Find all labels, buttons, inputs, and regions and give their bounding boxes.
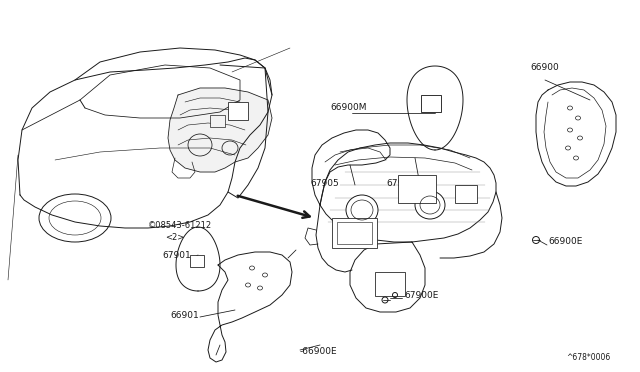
Text: 67900: 67900 <box>386 179 415 187</box>
Polygon shape <box>208 252 292 362</box>
Bar <box>455 185 477 203</box>
Text: 67905: 67905 <box>310 179 339 187</box>
Polygon shape <box>350 242 425 312</box>
Bar <box>375 272 405 296</box>
Ellipse shape <box>346 195 378 225</box>
Text: 66900M: 66900M <box>330 103 367 112</box>
Bar <box>190 255 204 267</box>
Polygon shape <box>320 143 496 242</box>
Text: 66901: 66901 <box>170 311 199 320</box>
Polygon shape <box>536 82 616 186</box>
Text: -66900E: -66900E <box>300 347 338 356</box>
Polygon shape <box>18 58 272 228</box>
Text: 66900: 66900 <box>530 64 559 73</box>
Polygon shape <box>168 88 272 172</box>
Bar <box>421 95 441 112</box>
Text: ©08543-61212: ©08543-61212 <box>148 221 212 231</box>
Text: 67900E: 67900E <box>404 291 438 299</box>
Text: ^678*0006: ^678*0006 <box>566 353 611 362</box>
Ellipse shape <box>415 191 445 219</box>
Bar <box>228 102 248 120</box>
Bar <box>398 175 436 203</box>
Text: 67901: 67901 <box>162 250 191 260</box>
Bar <box>210 115 225 127</box>
Bar <box>337 222 372 244</box>
Polygon shape <box>176 227 220 291</box>
Polygon shape <box>407 66 463 150</box>
Text: 66900E: 66900E <box>548 237 582 247</box>
Text: <2>: <2> <box>165 234 184 243</box>
Polygon shape <box>312 130 390 205</box>
Bar <box>332 218 377 248</box>
